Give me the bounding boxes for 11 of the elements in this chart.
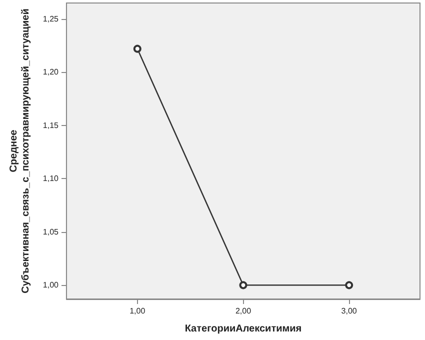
y-tick-label: 1,00 [42,280,60,290]
x-axis-title: КатегорииАлекситимия [184,324,302,334]
x-tick-label: 1,00 [130,306,146,316]
x-tick-label: 3,00 [341,306,358,316]
y-tick-label: 1,05 [42,227,60,236]
y-tick-label: 1,25 [42,14,60,24]
y-tick-label: 1,20 [42,68,60,77]
y-axis-title: Среднее Субъективная_связь_с_психотравмирующей_ситуацией [8,8,32,294]
y-tick-label: 1,10 [42,174,60,184]
x-tick-label: 2,00 [235,306,252,316]
y-tick-label: 1,15 [42,120,60,130]
